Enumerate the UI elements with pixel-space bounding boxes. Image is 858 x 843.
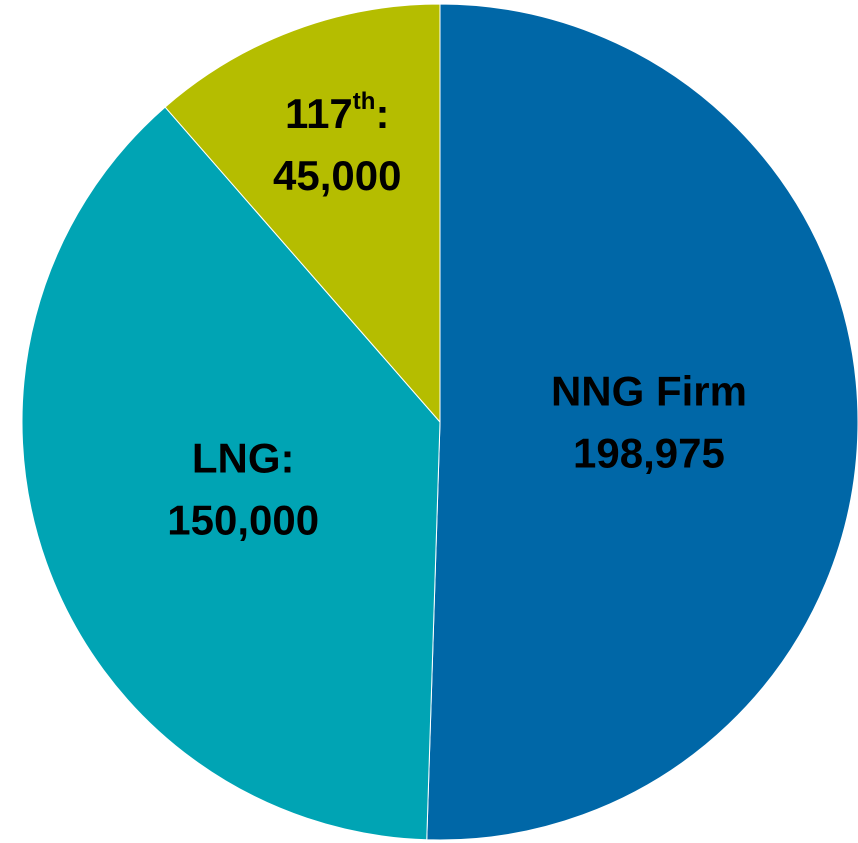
slice-label: LNG: [192,434,295,481]
slice-label: 117th: [285,88,389,137]
value-label: 198,975 [573,429,725,476]
pie-slice [164,3,441,424]
value-label: 45,000 [273,152,401,199]
value-label: 150,000 [167,496,319,543]
pie-slice [426,3,858,841]
pie-slice [21,106,441,841]
slice-label: NNG Firm [551,367,747,414]
